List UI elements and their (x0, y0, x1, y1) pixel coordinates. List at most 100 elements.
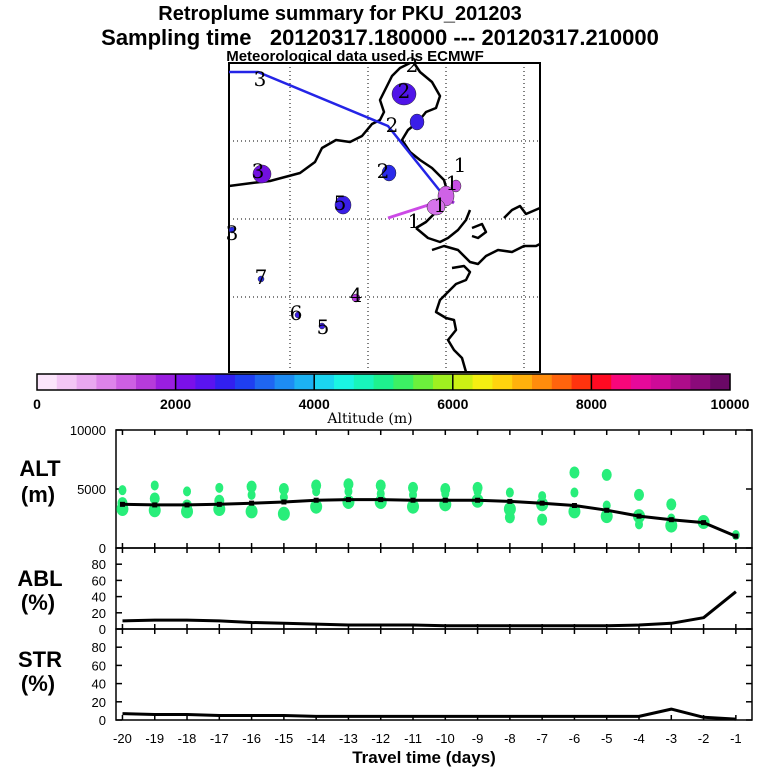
colorbar-swatch (195, 374, 216, 390)
x-tick-label: -16 (242, 731, 261, 746)
x-tick-label: -18 (178, 731, 197, 746)
colorbar-swatch (294, 374, 315, 390)
altitude-cluster-point (570, 487, 579, 498)
cluster-label: 1 (446, 171, 459, 195)
colorbar-swatch (452, 374, 474, 390)
colorbar-swatch (37, 374, 58, 390)
x-tick-label: -12 (371, 731, 390, 746)
colorbar-swatch (670, 374, 691, 390)
y-tick-label: 80 (92, 640, 106, 655)
altitude-cluster-point (310, 499, 323, 514)
y-tick-label: 60 (92, 658, 106, 673)
colorbar-swatch (591, 374, 612, 390)
x-tick-label: -15 (274, 731, 293, 746)
y-tick-label: 0 (99, 713, 106, 728)
series-point (571, 503, 577, 509)
y-tick-label: 40 (92, 590, 106, 605)
altitude-colorbar: 0 2000 4000 6000 8000 10000 (33, 373, 750, 412)
series-point (604, 507, 610, 513)
colorbar-tick-label: 2000 (160, 396, 191, 412)
y-tick-label: 80 (92, 557, 106, 572)
x-tick-label: -10 (436, 731, 455, 746)
altitude-cluster-point (149, 492, 160, 505)
cluster-label: 5 (317, 315, 330, 339)
cluster-label: 5 (334, 191, 347, 215)
colorbar-swatch (690, 374, 711, 390)
coastline (415, 209, 472, 244)
series-point (152, 502, 158, 508)
x-tick-label: -9 (472, 731, 484, 746)
series-line (122, 498, 737, 538)
x-tick-label: -7 (536, 731, 548, 746)
coastline (228, 61, 411, 188)
altitude-cluster-point (148, 503, 161, 518)
altitude-cluster-point (601, 468, 612, 481)
cluster-label: 1 (408, 209, 421, 233)
x-tick-label: -4 (633, 731, 645, 746)
colorbar-swatch (96, 374, 117, 390)
altitude-cluster-point (311, 479, 322, 492)
altitude-cluster-point (537, 513, 548, 526)
colorbar-swatch (373, 374, 394, 390)
colorbar-swatch (56, 374, 78, 390)
series-point (442, 497, 448, 503)
colorbar-swatch (512, 374, 533, 390)
y-tick-label: 60 (92, 573, 106, 588)
panel-label: ALT (19, 456, 61, 481)
colorbar-swatch (413, 374, 434, 390)
cluster-marker (426, 198, 446, 216)
altitude-cluster-point (505, 487, 514, 498)
cluster-marker (257, 275, 265, 283)
series-point (216, 501, 222, 507)
x-tick-label: -19 (145, 731, 164, 746)
altitude-cluster-point (245, 504, 258, 519)
panel-frame (115, 628, 753, 721)
altitude-cluster-point (440, 483, 451, 495)
x-tick-label: -5 (601, 731, 613, 746)
cluster-marker (334, 195, 352, 215)
colorbar-swatch (551, 374, 573, 390)
altitude-cluster-point (375, 479, 386, 492)
cluster-marker (450, 179, 462, 193)
cluster-label: 2 (398, 79, 411, 103)
x-tick-label: -8 (504, 731, 516, 746)
cluster-marker (351, 293, 361, 303)
panel-label: STR (18, 647, 62, 672)
cluster-label: 7 (255, 265, 268, 289)
colorbar-tick-label: 8000 (576, 396, 607, 412)
altitude-cluster-point (568, 504, 581, 519)
x-axis-title: Travel time (days) (352, 748, 496, 767)
altitude-cluster-point (408, 481, 419, 494)
colorbar-swatch (175, 374, 196, 390)
altitude-cluster-point (150, 480, 159, 491)
cluster-label: 2 (386, 113, 399, 137)
x-tick-label: -17 (210, 731, 229, 746)
y-tick-label: 0 (99, 541, 106, 556)
altitude-cluster-point (569, 466, 580, 479)
x-tick-label: -11 (404, 731, 422, 746)
cluster-label: 3 (254, 67, 267, 91)
sampling-time: Sampling time 20120317.180000 --- 201203… (101, 25, 659, 50)
colorbar-swatch (393, 374, 414, 390)
series-point (281, 499, 287, 505)
colorbar-swatch (492, 374, 513, 390)
altitude-cluster-point (666, 498, 677, 511)
figure-title: Retroplume summary for PKU_201203 (158, 3, 521, 25)
x-tick-label: -13 (339, 731, 358, 746)
series-point (475, 497, 481, 503)
mean-trajectory (229, 70, 445, 197)
panel-frame (115, 547, 753, 630)
colorbar-swatch (274, 374, 295, 390)
series-point (507, 498, 513, 504)
colorbar-tick-label: 10000 (711, 396, 750, 412)
series-point (701, 520, 707, 526)
colorbar-swatch (215, 374, 236, 390)
series-point (636, 513, 642, 519)
colorbar-swatch (353, 374, 375, 390)
cluster-marker (318, 322, 326, 330)
colorbar-frame (36, 373, 731, 391)
series-point (668, 517, 674, 523)
